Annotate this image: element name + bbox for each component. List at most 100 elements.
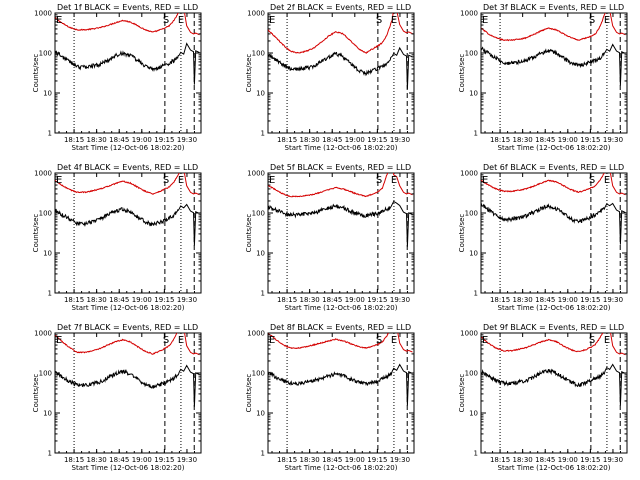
x-tick-label: 19:30: [390, 456, 410, 464]
e-marker-label: E: [56, 335, 62, 346]
x-tick-label: 18:30: [87, 456, 107, 464]
events-series-line: [268, 363, 413, 406]
y-tick-label: 10: [256, 410, 265, 418]
s-marker-label: S: [589, 175, 595, 186]
x-axis-label: Start Time (12-Oct-06 18:02:20): [285, 304, 398, 312]
x-tick-label: 19:15: [367, 296, 387, 304]
y-axis-label: Counts/sec: [458, 54, 466, 93]
e-marker-label: E: [604, 335, 610, 346]
x-tick-label: 19:00: [345, 296, 365, 304]
x-tick-label: 18:45: [109, 136, 129, 144]
panel-title: Det 9f BLACK = Events, RED = LLD: [483, 323, 624, 332]
s-marker-label: S: [163, 15, 169, 26]
y-axis-label: Counts/sec: [458, 374, 466, 413]
e-marker-label: E: [482, 15, 488, 26]
x-tick-label: 19:00: [132, 456, 152, 464]
y-tick-label: 1000: [34, 170, 52, 178]
x-tick-label: 19:15: [154, 456, 174, 464]
y-tick-label: 100: [252, 50, 265, 58]
plot-frame: [267, 332, 415, 454]
y-tick-label: 100: [39, 210, 52, 218]
y-tick-label: 1: [474, 450, 478, 458]
events-series-line: [481, 202, 626, 245]
x-axis-label: Start Time (12-Oct-06 18:02:20): [498, 144, 611, 152]
events-series-line: [481, 363, 626, 406]
e-marker-label: E: [178, 335, 184, 346]
plot-frame: [480, 12, 628, 134]
y-tick-label: 1: [474, 130, 478, 138]
y-tick-label: 100: [465, 370, 478, 378]
s-marker-label: S: [589, 15, 595, 26]
y-tick-label: 1000: [247, 170, 265, 178]
events-series-line: [481, 43, 626, 86]
x-tick-label: 18:15: [64, 456, 84, 464]
x-axis-label: Start Time (12-Oct-06 18:02:20): [72, 304, 185, 312]
x-tick-label: 19:00: [132, 136, 152, 144]
events-series-line: [268, 46, 413, 90]
x-tick-label: 19:00: [558, 456, 578, 464]
x-tick-label: 18:15: [277, 296, 297, 304]
panel-det-4: Det 4f BLACK = Events, RED = LLD 18:15 18:…: [32, 163, 202, 312]
x-tick-label: 19:15: [154, 136, 174, 144]
x-tick-label: 19:15: [580, 136, 600, 144]
e-marker-label: E: [56, 15, 62, 26]
plot-frame: [54, 12, 202, 134]
plot-frame: [267, 172, 415, 294]
y-tick-label: 1: [474, 290, 478, 298]
lld-series-line: [55, 173, 200, 196]
y-tick-label: 1000: [34, 330, 52, 338]
events-series-line: [55, 364, 200, 407]
x-tick-label: 19:00: [132, 296, 152, 304]
x-tick-label: 19:30: [390, 296, 410, 304]
y-tick-label: 1: [261, 290, 265, 298]
lld-series-line: [481, 13, 626, 42]
panel-title: Det 1f BLACK = Events, RED = LLD: [57, 3, 198, 12]
x-axis-label: Start Time (12-Oct-06 18:02:20): [498, 464, 611, 472]
e-marker-label: E: [56, 175, 62, 186]
x-tick-label: 19:30: [177, 296, 197, 304]
x-tick-label: 18:30: [300, 456, 320, 464]
e-marker-label: E: [269, 335, 275, 346]
events-series-line: [268, 200, 413, 247]
x-tick-label: 19:00: [345, 456, 365, 464]
panel-title: Det 5f BLACK = Events, RED = LLD: [270, 163, 411, 172]
x-tick-label: 18:30: [513, 456, 533, 464]
lld-series-line: [481, 333, 626, 356]
x-tick-label: 18:30: [513, 136, 533, 144]
x-tick-label: 18:45: [535, 296, 555, 304]
s-marker-label: S: [163, 335, 169, 346]
y-tick-label: 1000: [460, 170, 478, 178]
y-axis-label: Counts/sec: [245, 54, 253, 93]
y-tick-label: 1000: [247, 10, 265, 18]
e-marker-label: E: [178, 15, 184, 26]
x-tick-label: 19:15: [154, 296, 174, 304]
y-axis-label: Counts/sec: [245, 374, 253, 413]
plot-frame: [267, 12, 415, 134]
x-tick-label: 18:45: [322, 136, 342, 144]
e-marker-label: E: [391, 175, 397, 186]
y-tick-label: 10: [43, 90, 52, 98]
y-tick-label: 100: [252, 210, 265, 218]
s-marker-label: S: [589, 335, 595, 346]
lld-series-line: [55, 333, 200, 356]
x-tick-label: 18:30: [87, 296, 107, 304]
y-tick-label: 10: [43, 250, 52, 258]
x-tick-label: 18:15: [490, 136, 510, 144]
x-tick-label: 19:30: [390, 136, 410, 144]
s-marker-label: S: [376, 15, 382, 26]
x-tick-label: 18:45: [535, 136, 555, 144]
panel-title: Det 4f BLACK = Events, RED = LLD: [57, 163, 198, 172]
lld-series-line: [268, 173, 413, 198]
y-tick-label: 1000: [247, 330, 265, 338]
y-axis-label: Counts/sec: [32, 374, 40, 413]
x-tick-label: 19:30: [177, 136, 197, 144]
x-tick-label: 18:15: [64, 296, 84, 304]
x-tick-label: 18:45: [535, 456, 555, 464]
y-tick-label: 100: [252, 370, 265, 378]
y-axis-label: Counts/sec: [32, 214, 40, 253]
